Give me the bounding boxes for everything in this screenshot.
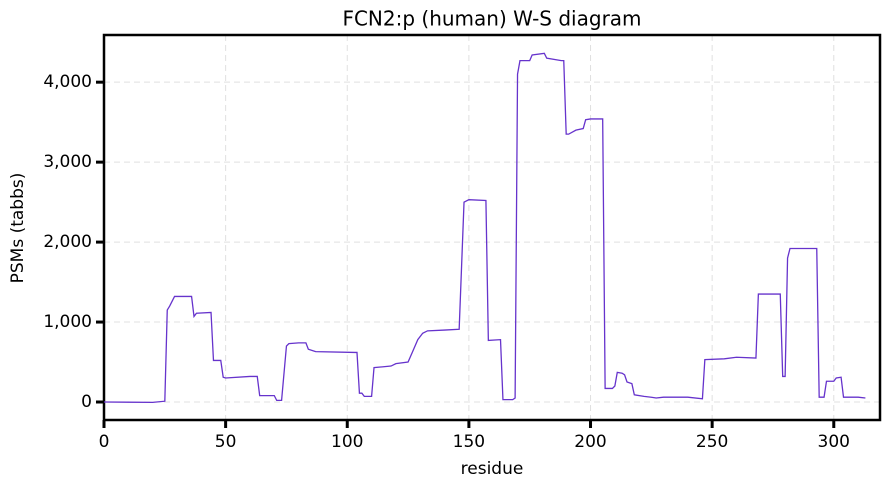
x-tick-label: 200 <box>574 432 606 452</box>
x-axis-label: residue <box>461 459 524 479</box>
y-tick-label: 0 <box>81 392 92 412</box>
grid <box>103 35 880 420</box>
y-tick-label: 4,000 <box>43 72 92 92</box>
x-tick-label: 150 <box>453 432 485 452</box>
plot-frame <box>102 33 882 422</box>
x-tick-label: 300 <box>818 432 850 452</box>
chart-title: FCN2:p (human) W-S diagram <box>342 7 641 31</box>
y-tick-label: 2,000 <box>43 232 92 252</box>
x-tick-label: 100 <box>331 432 363 452</box>
x-tick-label: 0 <box>99 432 110 452</box>
x-tick-label: 50 <box>215 432 237 452</box>
y-tick-label: 3,000 <box>43 152 92 172</box>
data-line <box>103 52 866 404</box>
y-tick-label: 1,000 <box>43 312 92 332</box>
x-tick-label: 250 <box>696 432 728 452</box>
y-axis-label: PSMs (tabbs) <box>8 173 28 284</box>
